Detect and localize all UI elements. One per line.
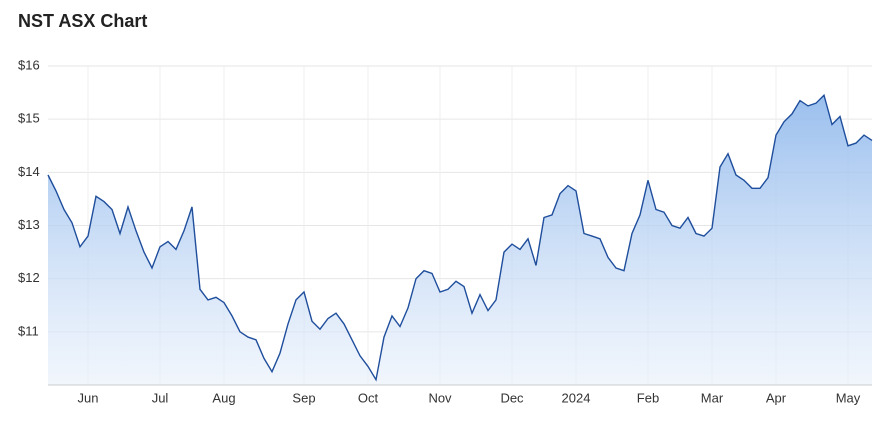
y-tick-label: $15 — [18, 111, 40, 126]
y-tick-label: $14 — [18, 164, 40, 179]
x-tick-label: Mar — [701, 390, 724, 405]
x-tick-label: Jul — [152, 390, 169, 405]
x-tick-label: Nov — [428, 390, 452, 405]
chart-title: NST ASX Chart — [18, 11, 147, 31]
x-tick-label: May — [836, 390, 861, 405]
x-tick-label: Aug — [212, 390, 235, 405]
line — [47, 93, 873, 382]
y-tick-label: $11 — [18, 323, 39, 338]
y-tick-label: $12 — [18, 270, 40, 285]
x-tick-label: Apr — [766, 390, 787, 405]
x-tick-label: 2024 — [562, 390, 591, 405]
area — [48, 95, 872, 385]
y-tick-label: $13 — [18, 217, 40, 232]
x-tick-label: Dec — [500, 390, 524, 405]
x-tick-label: Feb — [637, 390, 659, 405]
x-tick-label: Sep — [292, 390, 315, 405]
y-tick-label: $16 — [18, 57, 40, 72]
x-tick-label: Oct — [358, 390, 379, 405]
x-tick-label: Jun — [78, 390, 99, 405]
